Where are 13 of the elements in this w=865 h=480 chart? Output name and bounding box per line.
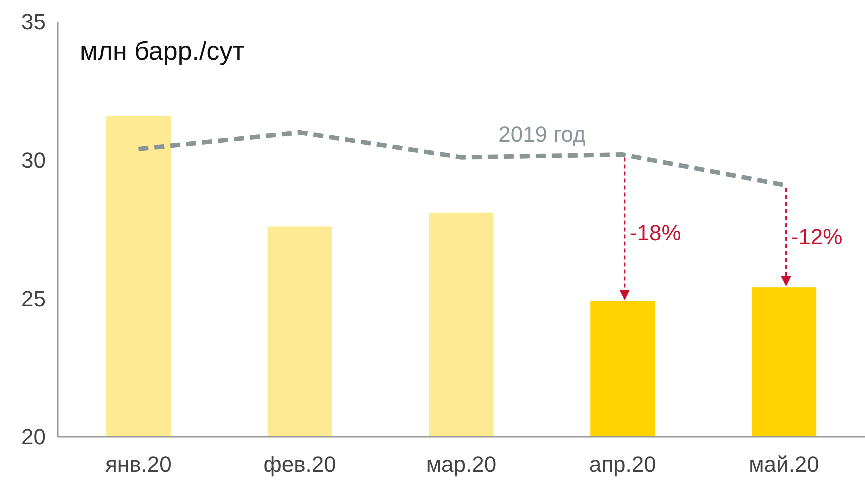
y-tick-label: 20: [22, 424, 46, 450]
x-tick-label: мар.20: [426, 452, 497, 477]
annotation: -12%: [791, 224, 843, 250]
x-tick-label: янв.20: [106, 452, 172, 477]
x-tick-label: фев.20: [264, 452, 336, 477]
x-tick-label: май.20: [749, 452, 820, 477]
x-tick-label: апр.20: [589, 452, 656, 477]
y-axis-title: млн барр./сут: [80, 36, 245, 66]
y-tick-label: 25: [22, 286, 46, 312]
annotation: -18%: [630, 220, 682, 246]
y-tick-label: 30: [22, 148, 46, 174]
series-label: 2019 год: [498, 122, 586, 148]
y-tick-label: 35: [22, 10, 46, 35]
